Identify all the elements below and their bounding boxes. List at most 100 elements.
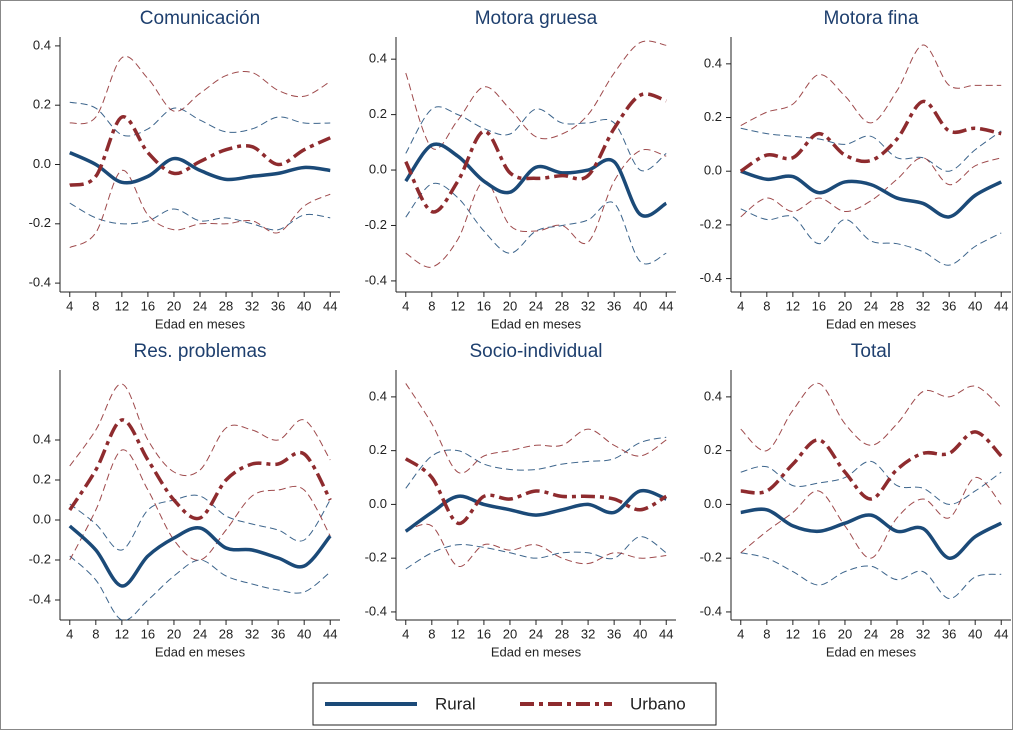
y-tick-label: -0.4 bbox=[365, 603, 387, 618]
x-tick-label: 24 bbox=[529, 298, 543, 313]
y-tick-label: -0.4 bbox=[29, 275, 51, 290]
y-tick-label: -0.2 bbox=[29, 551, 51, 566]
legend-label: Rural bbox=[435, 694, 476, 713]
x-tick-label: 44 bbox=[323, 626, 337, 641]
x-tick-label: 12 bbox=[451, 626, 465, 641]
x-tick-label: 32 bbox=[916, 298, 930, 313]
x-tick-label: 8 bbox=[428, 626, 435, 641]
y-tick-label: 0.4 bbox=[369, 51, 387, 66]
x-tick-label: 24 bbox=[193, 626, 207, 641]
x-tick-label: 8 bbox=[763, 626, 770, 641]
x-tick-label: 24 bbox=[864, 298, 878, 313]
x-tick-label: 8 bbox=[92, 626, 99, 641]
x-tick-label: 28 bbox=[555, 626, 569, 641]
ci-upper-line bbox=[740, 127, 1002, 172]
series-line bbox=[739, 99, 1002, 173]
y-tick-label: -0.2 bbox=[700, 216, 722, 231]
ci-upper-line bbox=[69, 55, 331, 125]
ci-lower-line bbox=[405, 182, 667, 265]
x-tick-label: 20 bbox=[167, 298, 181, 313]
x-tick-label: 44 bbox=[659, 298, 673, 313]
chart-title: Socio-individual bbox=[469, 341, 602, 362]
x-tick-label: 36 bbox=[942, 298, 956, 313]
ci-upper-line bbox=[69, 494, 331, 551]
x-tick-label: 12 bbox=[115, 298, 129, 313]
x-tick-label: 20 bbox=[838, 626, 852, 641]
ci-upper-line bbox=[405, 436, 667, 489]
x-axis-title: Edad en meses bbox=[491, 644, 582, 659]
chart-title: Motora fina bbox=[823, 8, 918, 29]
y-tick-label: 0.2 bbox=[33, 97, 51, 112]
series-line bbox=[740, 430, 1003, 501]
y-tick-label: -0.2 bbox=[365, 550, 387, 565]
x-tick-label: 4 bbox=[66, 298, 73, 313]
series-line bbox=[69, 151, 331, 185]
x-tick-label: 32 bbox=[245, 298, 259, 313]
x-tick-label: 32 bbox=[581, 298, 595, 313]
x-axis-title: Edad en meses bbox=[155, 644, 246, 659]
y-tick-label: 0.4 bbox=[704, 55, 722, 70]
ci-lower-line bbox=[69, 169, 331, 248]
chart-title: Total bbox=[851, 341, 891, 362]
ci-upper-line bbox=[740, 460, 1002, 505]
x-tick-label: 12 bbox=[451, 298, 465, 313]
y-tick-label: 0.2 bbox=[369, 442, 387, 457]
x-tick-label: 40 bbox=[297, 626, 311, 641]
ci-lower-line bbox=[740, 477, 1002, 559]
y-tick-label: -0.2 bbox=[700, 550, 722, 565]
y-tick-label: 0.0 bbox=[704, 496, 722, 511]
x-tick-label: 32 bbox=[245, 626, 259, 641]
x-tick-label: 28 bbox=[890, 626, 904, 641]
x-tick-label: 8 bbox=[428, 298, 435, 313]
x-tick-label: 20 bbox=[503, 626, 517, 641]
ci-lower-line bbox=[740, 208, 1002, 266]
ci-lower-line bbox=[740, 157, 1002, 218]
x-tick-label: 28 bbox=[890, 298, 904, 313]
x-tick-label: 36 bbox=[271, 626, 285, 641]
y-tick-label: -0.4 bbox=[700, 270, 722, 285]
ci-lower-line bbox=[405, 523, 667, 567]
ci-lower-line bbox=[69, 555, 331, 621]
x-tick-label: 16 bbox=[812, 298, 826, 313]
ci-upper-line bbox=[405, 106, 667, 172]
ci-lower-line bbox=[740, 552, 1002, 599]
x-tick-label: 16 bbox=[477, 626, 491, 641]
ci-lower-line bbox=[69, 202, 331, 231]
ci-lower-line bbox=[405, 536, 667, 570]
y-tick-label: 0.2 bbox=[369, 106, 387, 121]
x-tick-label: 40 bbox=[633, 298, 647, 313]
y-tick-label: 0.0 bbox=[369, 161, 387, 176]
y-tick-label: 0.2 bbox=[33, 471, 51, 486]
x-tick-label: 4 bbox=[66, 626, 73, 641]
x-tick-label: 16 bbox=[812, 626, 826, 641]
y-tick-label: -0.2 bbox=[365, 217, 387, 232]
x-tick-label: 8 bbox=[92, 298, 99, 313]
x-tick-label: 40 bbox=[633, 626, 647, 641]
x-tick-label: 36 bbox=[942, 626, 956, 641]
y-tick-label: 0.0 bbox=[33, 511, 51, 526]
x-tick-label: 44 bbox=[994, 626, 1008, 641]
x-tick-label: 36 bbox=[607, 298, 621, 313]
ci-upper-line bbox=[405, 383, 667, 474]
x-axis-title: Edad en meses bbox=[826, 316, 917, 331]
x-tick-label: 40 bbox=[968, 626, 982, 641]
series-line bbox=[68, 524, 332, 588]
y-tick-label: -0.2 bbox=[29, 215, 51, 230]
series-line bbox=[404, 92, 667, 214]
x-tick-label: 28 bbox=[219, 626, 233, 641]
x-tick-label: 32 bbox=[916, 626, 930, 641]
x-tick-label: 44 bbox=[659, 626, 673, 641]
y-tick-label: 0.0 bbox=[704, 163, 722, 178]
x-tick-label: 36 bbox=[271, 298, 285, 313]
x-axis-title: Edad en meses bbox=[826, 644, 917, 659]
x-tick-label: 44 bbox=[994, 298, 1008, 313]
chart-title: Motora gruesa bbox=[475, 8, 598, 29]
y-tick-label: 0.0 bbox=[33, 156, 51, 171]
x-tick-label: 20 bbox=[167, 626, 181, 641]
x-tick-label: 4 bbox=[402, 626, 409, 641]
series-line bbox=[740, 507, 1003, 560]
x-tick-label: 20 bbox=[838, 298, 852, 313]
x-tick-label: 28 bbox=[555, 298, 569, 313]
